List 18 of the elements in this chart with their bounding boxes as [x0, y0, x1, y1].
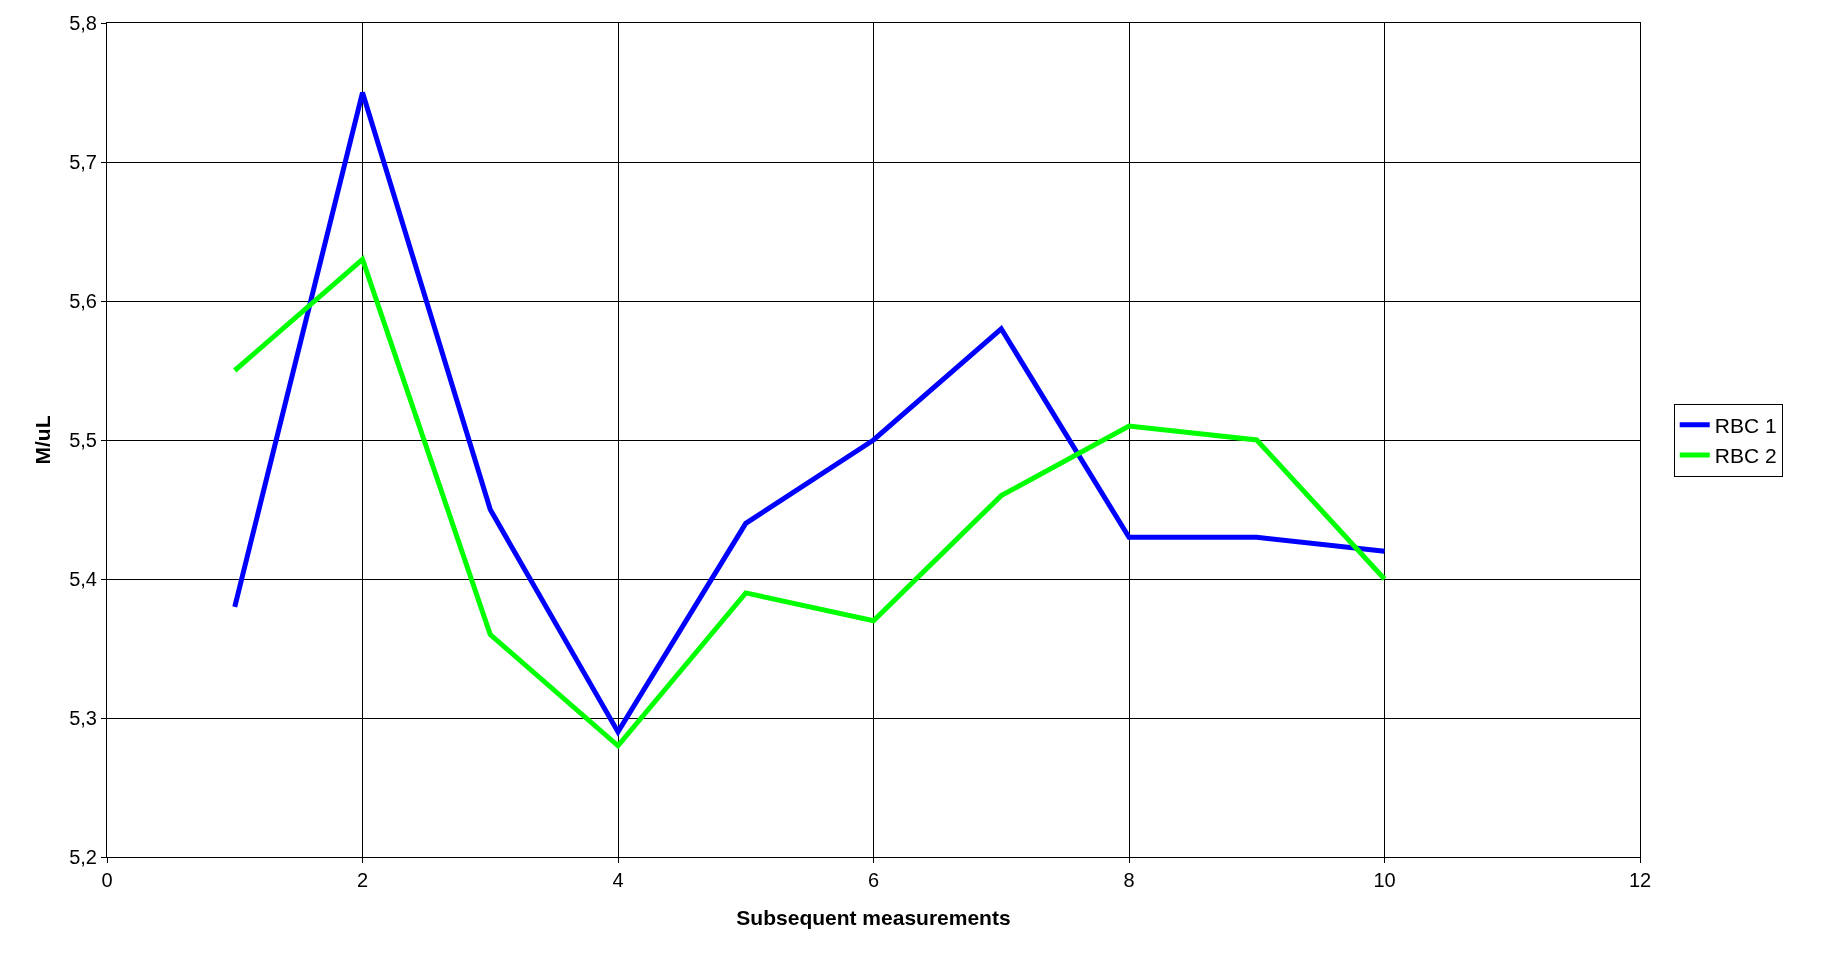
x-tick-label: 0: [101, 869, 113, 891]
x-tick-label: 6: [867, 869, 880, 891]
y-tick-label: 5,6: [69, 290, 97, 312]
x-axis-title: Subsequent measurements: [736, 906, 1011, 930]
y-tick-label: 5,2: [69, 846, 97, 868]
x-tick-label: 10: [1373, 869, 1396, 891]
y-tick-label: 5,8: [69, 12, 97, 34]
y-axis-title: M/uL: [31, 415, 55, 465]
x-tick-label: 12: [1628, 869, 1652, 891]
y-tick-label: 5,5: [69, 429, 97, 451]
y-tick-label: 5,4: [69, 568, 97, 590]
legend-label: RBC 2: [1714, 444, 1777, 468]
x-tick-label: 8: [1123, 869, 1135, 891]
y-tick-label: 5,3: [69, 707, 97, 729]
legend-label: RBC 1: [1714, 413, 1777, 437]
x-tick-label: 4: [612, 869, 624, 891]
x-tick-label: 2: [356, 869, 369, 891]
y-tick-label: 5,7: [69, 151, 97, 173]
